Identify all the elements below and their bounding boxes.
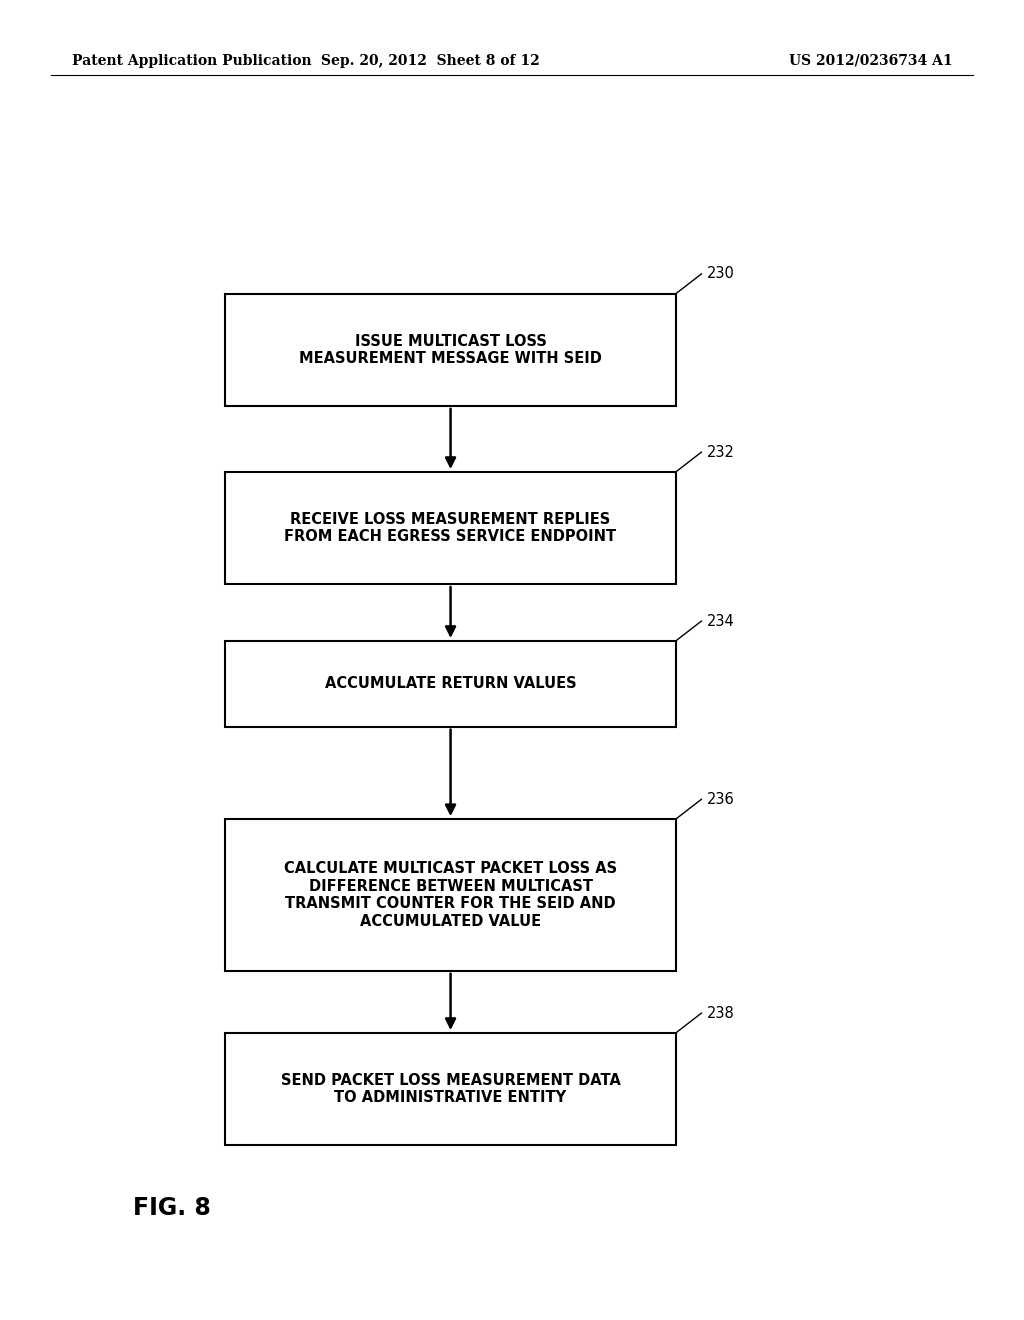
- Bar: [225, 1032, 676, 1146]
- Text: ISSUE MULTICAST LOSS
MEASUREMENT MESSAGE WITH SEID: ISSUE MULTICAST LOSS MEASUREMENT MESSAGE…: [299, 334, 602, 366]
- Text: 234: 234: [707, 614, 734, 628]
- Text: FIG. 8: FIG. 8: [133, 1196, 211, 1220]
- Text: 236: 236: [707, 792, 734, 807]
- Text: US 2012/0236734 A1: US 2012/0236734 A1: [788, 54, 952, 67]
- Text: SEND PACKET LOSS MEASUREMENT DATA
TO ADMINISTRATIVE ENTITY: SEND PACKET LOSS MEASUREMENT DATA TO ADM…: [281, 1073, 621, 1105]
- Text: 232: 232: [707, 445, 734, 459]
- Bar: [225, 294, 676, 407]
- Text: 230: 230: [707, 267, 734, 281]
- Bar: [225, 642, 676, 726]
- Text: RECEIVE LOSS MEASUREMENT REPLIES
FROM EACH EGRESS SERVICE ENDPOINT: RECEIVE LOSS MEASUREMENT REPLIES FROM EA…: [285, 512, 616, 544]
- Text: Sep. 20, 2012  Sheet 8 of 12: Sep. 20, 2012 Sheet 8 of 12: [321, 54, 540, 67]
- Text: 238: 238: [707, 1006, 734, 1020]
- Text: CALCULATE MULTICAST PACKET LOSS AS
DIFFERENCE BETWEEN MULTICAST
TRANSMIT COUNTER: CALCULATE MULTICAST PACKET LOSS AS DIFFE…: [284, 862, 617, 928]
- Text: ACCUMULATE RETURN VALUES: ACCUMULATE RETURN VALUES: [325, 676, 577, 692]
- Text: Patent Application Publication: Patent Application Publication: [72, 54, 311, 67]
- Bar: [225, 818, 676, 972]
- Bar: [225, 473, 676, 583]
